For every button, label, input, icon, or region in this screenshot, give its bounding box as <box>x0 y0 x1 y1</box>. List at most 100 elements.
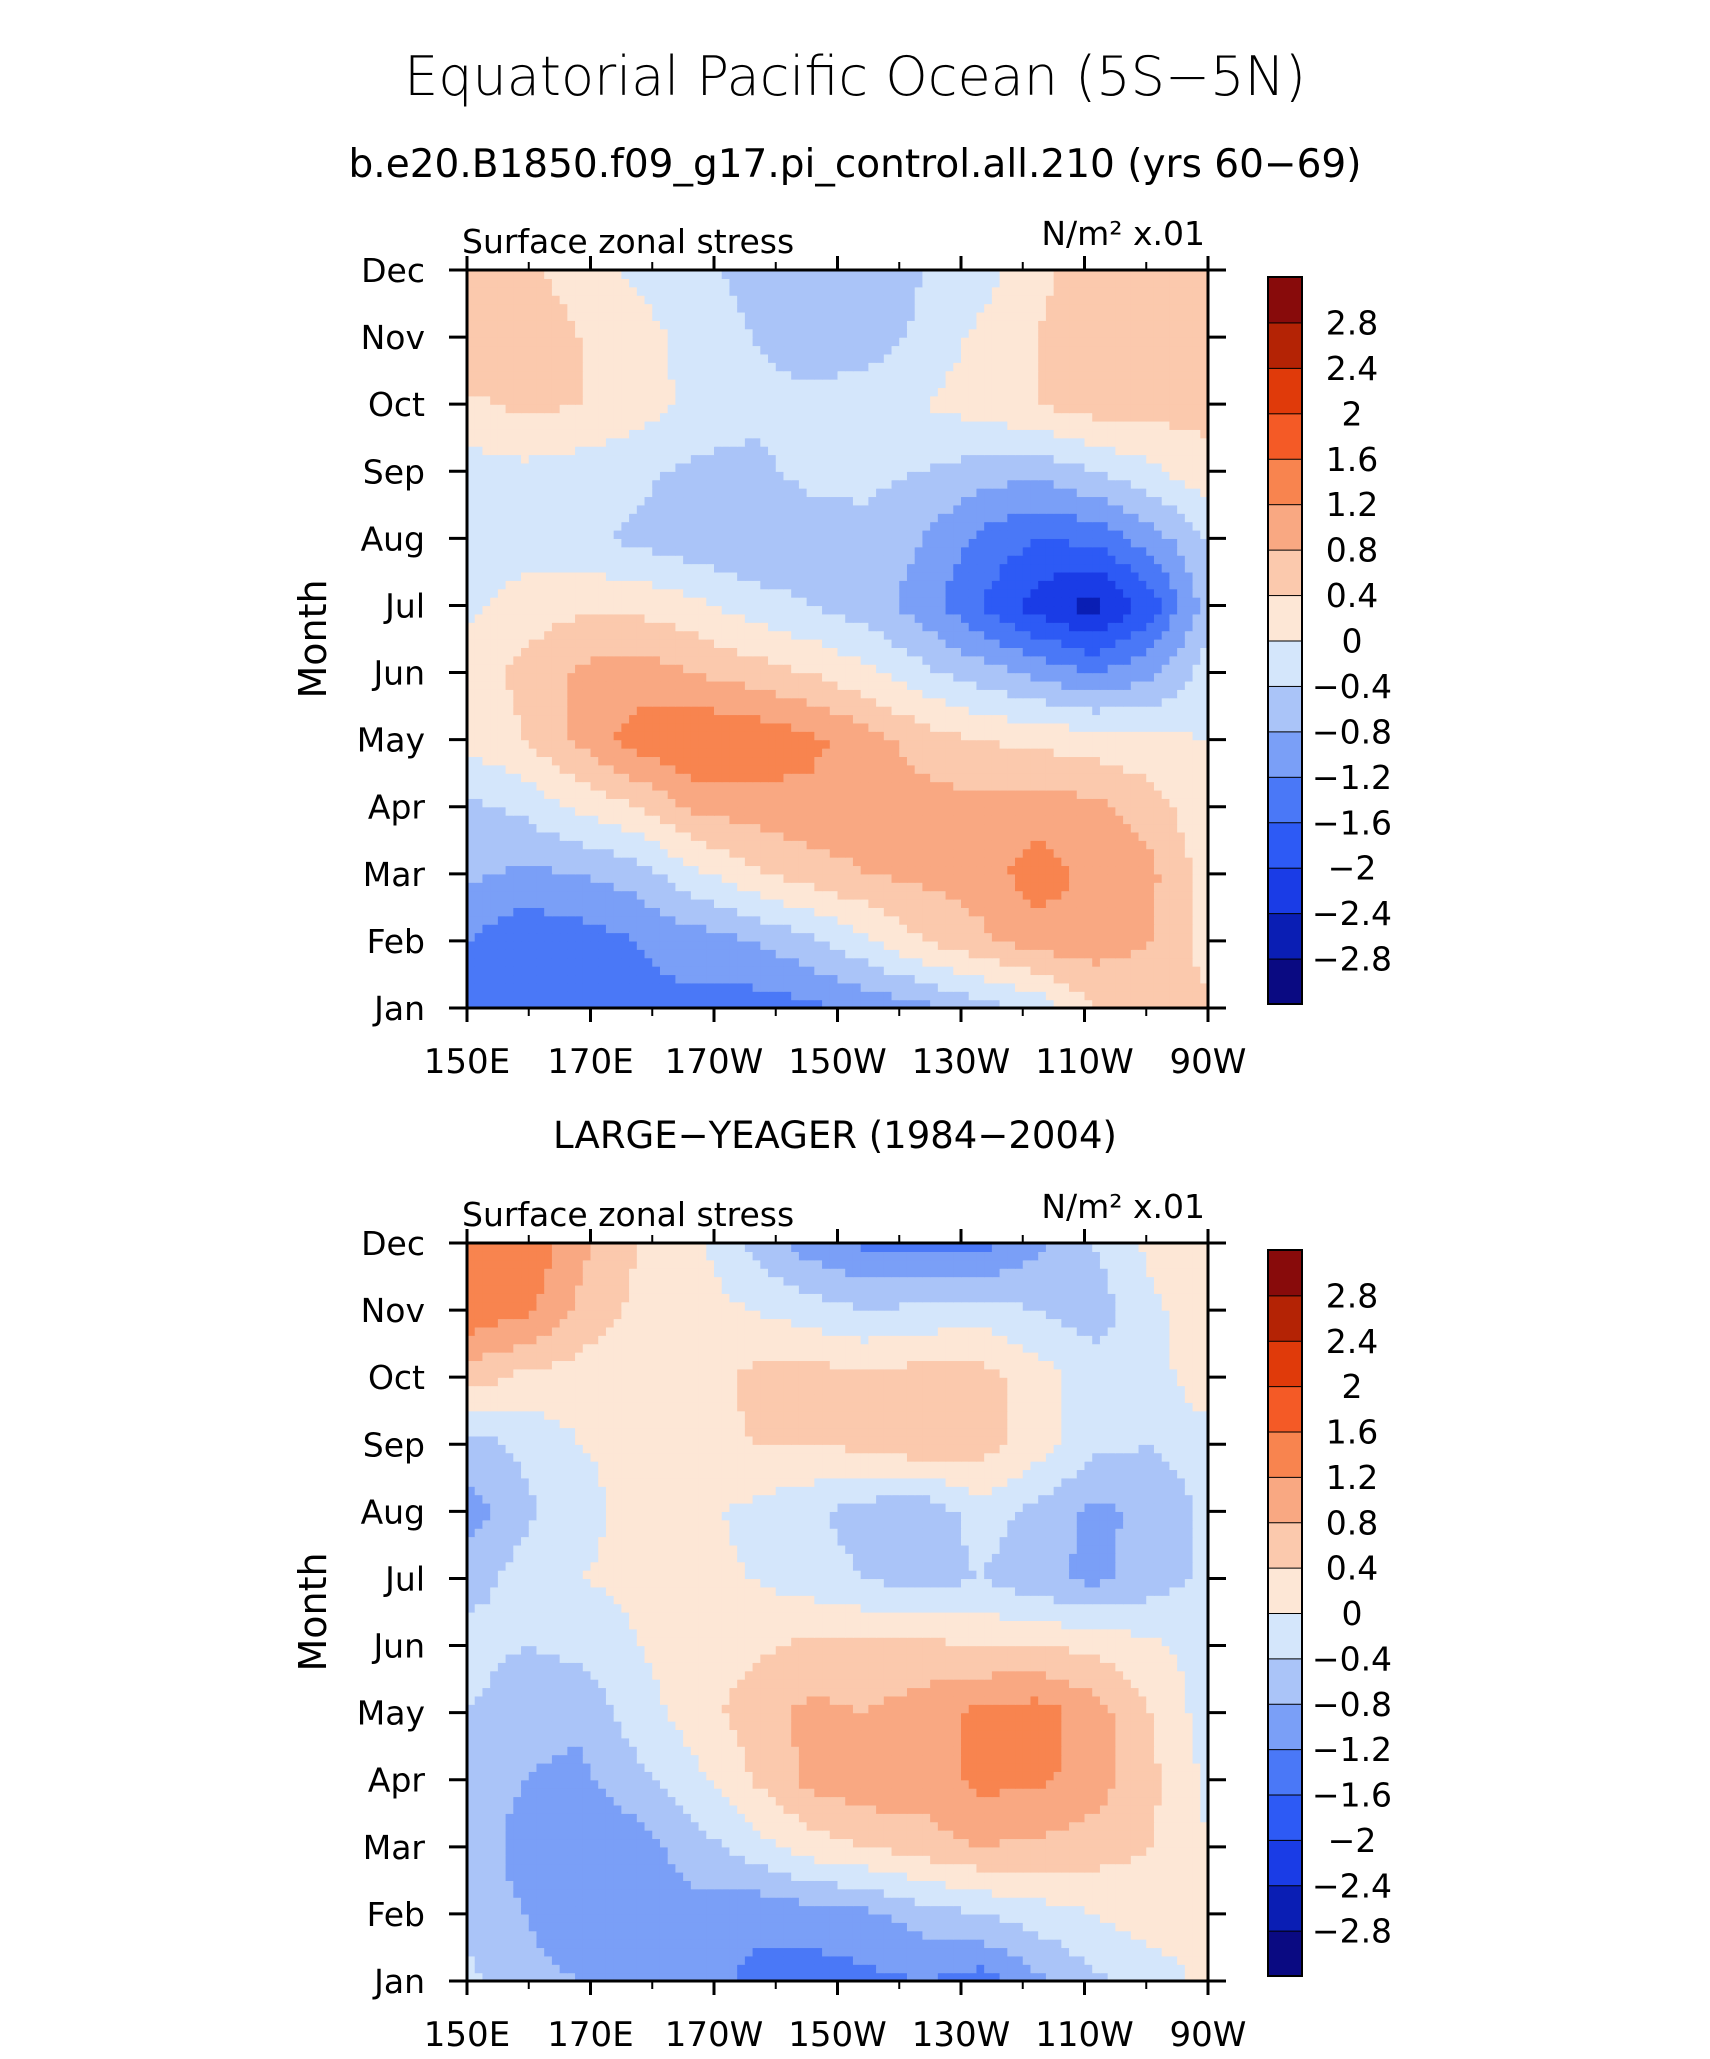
contour-cell <box>922 907 931 917</box>
contour-cell <box>876 873 885 883</box>
contour-cell <box>922 831 931 841</box>
contour-cell <box>922 999 931 1009</box>
chart-panel-1: 150E 170E 170W 150W 130W 110W 90WJanFebMarAprM… <box>291 214 1392 1082</box>
contour-cell <box>1184 831 1194 841</box>
contour-cell <box>976 756 985 766</box>
contour-cell <box>883 831 893 841</box>
contour-cell <box>991 831 1001 841</box>
contour-cell <box>1177 714 1186 724</box>
contour-cell <box>760 966 769 976</box>
contour-cell <box>1161 873 1171 883</box>
contour-cell <box>536 739 545 749</box>
contour-cell <box>976 781 985 791</box>
contour-cell <box>536 689 545 699</box>
contour-cell <box>860 865 869 875</box>
contour-cell <box>837 756 846 766</box>
contour-cell <box>876 773 885 783</box>
contour-cell <box>937 664 947 674</box>
contour-cell <box>513 689 522 699</box>
contour-cell <box>1076 873 1086 883</box>
contour-cell <box>559 932 568 942</box>
contour-cell <box>621 639 630 648</box>
contour-cell <box>575 940 584 950</box>
contour-cell <box>860 789 869 799</box>
contour-cell <box>945 898 954 908</box>
contour-cell <box>937 672 947 682</box>
contour-cell <box>760 655 769 665</box>
contour-cell <box>659 739 669 749</box>
contour-cell <box>891 949 900 959</box>
contour-cell <box>1107 857 1116 867</box>
contour-cell <box>1169 831 1178 841</box>
contour-cell <box>528 865 538 875</box>
contour-cell <box>906 982 916 992</box>
contour-cell <box>575 907 584 917</box>
contour-cell <box>1015 898 1024 908</box>
contour-cell <box>474 639 484 648</box>
contour-cell <box>1007 773 1016 783</box>
contour-cell <box>976 764 985 774</box>
contour-cell <box>883 907 893 917</box>
contour-cell <box>528 932 538 942</box>
contour-cell <box>467 823 476 833</box>
contour-cell <box>876 966 885 976</box>
contour-cell <box>559 639 568 648</box>
contour-cell <box>1053 907 1062 917</box>
contour-cell <box>891 848 900 858</box>
contour-cell <box>1146 639 1155 648</box>
contour-cell <box>675 697 684 707</box>
contour-cell <box>961 999 970 1009</box>
contour-cell <box>721 697 731 707</box>
contour-cell <box>937 991 947 1001</box>
contour-cell <box>721 924 731 934</box>
contour-cell <box>536 706 545 716</box>
contour-cell <box>868 613 877 623</box>
contour-cell <box>1123 806 1132 816</box>
contour-cell <box>1184 815 1194 825</box>
contour-cell <box>775 789 785 799</box>
contour-cell <box>652 664 661 674</box>
contour-cell <box>621 806 630 816</box>
contour-cell <box>806 639 815 648</box>
contour-cell <box>567 672 576 682</box>
contour-cell <box>1045 798 1055 808</box>
contour-cell <box>1200 731 1209 741</box>
contour-cell <box>953 773 962 783</box>
contour-cell <box>544 974 553 984</box>
contour-cell <box>1076 890 1086 900</box>
contour-cell <box>744 999 754 1009</box>
contour-cell <box>505 697 514 707</box>
contour-cell <box>490 806 499 816</box>
contour-cell <box>536 823 545 833</box>
contour-cell <box>783 680 792 690</box>
contour-cell <box>1022 957 1032 967</box>
contour-cell <box>690 630 700 640</box>
contour-cell <box>544 664 553 674</box>
contour-cell <box>976 739 985 749</box>
contour-cell <box>798 974 808 984</box>
contour-cell <box>791 756 800 766</box>
contour-cell <box>806 672 815 682</box>
contour-cell <box>1153 571 1163 581</box>
contour-cell <box>1161 664 1171 674</box>
contour-cell <box>1084 857 1093 867</box>
contour-cell <box>1099 865 1109 875</box>
contour-cell <box>1138 722 1147 732</box>
contour-cell <box>961 680 970 690</box>
contour-cell <box>513 974 522 984</box>
contour-cell <box>698 714 707 724</box>
contour-cell <box>613 823 622 833</box>
contour-cell <box>984 924 993 934</box>
contour-cell <box>536 915 545 925</box>
contour-cell <box>613 982 622 992</box>
contour-cell <box>675 731 684 741</box>
contour-cell <box>1015 680 1024 690</box>
contour-cell <box>1107 949 1116 959</box>
contour-cell <box>953 672 962 682</box>
contour-cell <box>714 932 723 942</box>
contour-cell <box>1169 756 1178 766</box>
contour-cell <box>1115 924 1124 934</box>
contour-cell <box>613 647 622 657</box>
contour-cell <box>551 882 561 892</box>
contour-cell <box>845 764 854 774</box>
